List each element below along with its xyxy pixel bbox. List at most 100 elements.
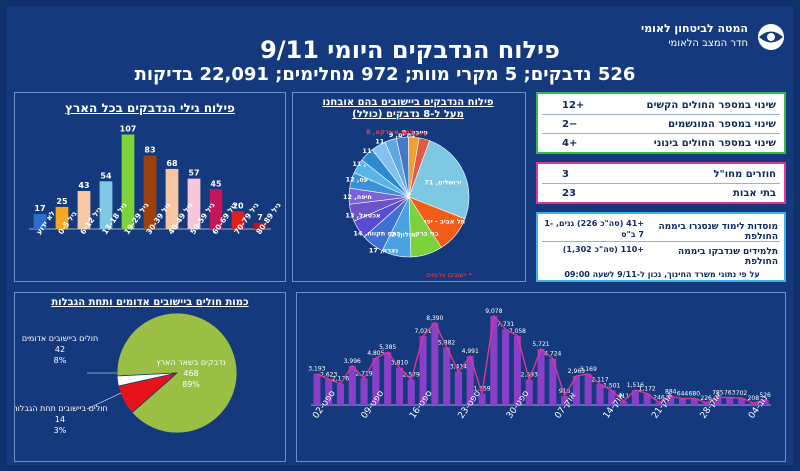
daily-bar-value: 5,385: [379, 344, 396, 351]
age-bar-value: 17: [34, 204, 45, 213]
daily-trend-line: [316, 314, 766, 404]
daily-bar-value: 2,579: [403, 372, 420, 379]
red-towns-slice: [116, 372, 178, 387]
schools-value: +41 (סה"כ 226) גנים, 1-7 ב"ס: [544, 219, 644, 239]
age-bar: [77, 191, 91, 229]
daily-bar: [608, 390, 616, 405]
daily-bar: [667, 396, 675, 405]
city-slice-label: בני ברק, 24: [401, 230, 439, 238]
daily-bar-value: 208: [748, 395, 760, 402]
returnees-row: חוזרים מחו"ל 3: [538, 164, 784, 184]
red-towns-restricted-label: 14: [55, 415, 65, 424]
city-slice-label: ג'סר א-זרקא, 8: [366, 128, 414, 136]
daily-bar: [679, 398, 687, 405]
students-label: תלמידים שנדבקו ביממה החולפת: [678, 247, 778, 267]
city-slice-label: ריינה, 8: [402, 130, 427, 138]
daily-bar-value: 763: [724, 390, 736, 397]
daily-bar-value: 785: [712, 389, 724, 396]
age-bar: [143, 155, 157, 229]
red-towns-main-label: 468: [183, 369, 198, 378]
brand: המטה לביטחון לאומי חדר המצב הלאומי: [638, 22, 788, 62]
red-towns-main-label: נדבקים בשאר הארץ: [156, 358, 226, 367]
daily-bar-value: 644: [677, 391, 689, 398]
city-slice-label: בת ים, 9: [389, 131, 415, 139]
city-slice-label: חולון, 22: [387, 230, 416, 238]
age-bar-value: 43: [78, 181, 89, 190]
daily-bar: [336, 383, 345, 405]
age-bar-value: 107: [120, 124, 137, 133]
daily-bar-value: 4,724: [544, 351, 561, 358]
daily-bar: [384, 352, 392, 405]
severe-row: שינוי במספר החולים הקשים +12: [538, 95, 784, 115]
city-slice: [408, 137, 430, 198]
daily-bar: [761, 399, 769, 405]
age-bar-value: 54: [100, 171, 112, 180]
moderate-value: +4: [562, 137, 578, 149]
daily-bar-value: 1,501: [603, 382, 620, 389]
daily-bar: [525, 379, 533, 405]
age-bar: [209, 189, 223, 229]
city-slice-label: פתח תקווה, 14: [353, 230, 400, 238]
daily-bar-value: 2,623: [320, 371, 337, 378]
hospital-stats-box: שינוי במספר החולים הקשים +12 שינוי במספר…: [536, 92, 786, 154]
daily-bar-value: 2,176: [332, 376, 349, 383]
moderate-row: שינוי במספר החולים בינוני +4: [538, 133, 784, 153]
daily-bar-value: 7,731: [497, 321, 514, 328]
city-slice-label: ירושלים, 71: [424, 179, 461, 187]
daily-bar: [325, 379, 333, 405]
red-towns-main-label: 89%: [182, 380, 200, 389]
red-towns-red-label: 42: [55, 345, 65, 354]
age-chart-panel: פילוח גילי הנדבקים בכל הארץ 7 גיל 80-89 20…: [14, 92, 286, 282]
severe-label: שינוי במספר החולים הקשים: [646, 99, 776, 111]
daily-bar-value: 411: [618, 393, 630, 400]
daily-bar-value: 5,721: [532, 341, 549, 348]
returnees-value: 3: [562, 168, 569, 180]
daily-bar: [419, 336, 427, 405]
ventilated-value: −2: [562, 118, 578, 130]
age-bar-value: 25: [56, 197, 68, 206]
brand-name: המטה לביטחון לאומי: [640, 22, 748, 35]
eye-logo-icon: [758, 24, 784, 50]
red-towns-restricted-label: חולים ביישובים תחת הגבלות: [15, 404, 108, 413]
daily-bar-value: 3,169: [580, 366, 597, 373]
city-slice-label: נצרת, 17: [369, 246, 398, 254]
age-bar: [231, 211, 245, 229]
daily-bar: [690, 398, 698, 405]
daily-bar-value: 526: [759, 392, 771, 399]
red-towns-note: * יישובים אדומים: [426, 271, 473, 279]
age-bar-value: 20: [232, 201, 244, 210]
returnees-stats-box: חוזרים מחו"ל 3 בתי אבות 23: [536, 162, 786, 204]
city-slice-label: חיפה, 12: [343, 193, 372, 201]
daily-bar-value: 3,810: [391, 360, 408, 367]
red-towns-leader-line: [86, 392, 122, 410]
daily-bar: [348, 365, 356, 405]
city-slice-label: אכסאל, 13: [345, 211, 381, 219]
age-bar-value: 7: [257, 213, 263, 222]
page-subtitle: 526 נדבקים; 5 מקרי מוות; 972 מחלימים; 22…: [134, 64, 636, 85]
page-title: פילוח הנדבקים היומי 9/11: [260, 36, 560, 64]
daily-bar-value: 3,996: [344, 358, 361, 365]
daily-bar: [513, 335, 521, 405]
daily-bar: [478, 393, 486, 405]
red-towns-restricted-label: 3%: [54, 426, 67, 435]
daily-bar: [737, 398, 746, 405]
age-bar: [99, 181, 113, 229]
daily-bar-value: 2,593: [521, 372, 538, 379]
daily-bar-value: 7,021: [414, 328, 431, 335]
daily-bar: [395, 367, 403, 405]
moderate-label: שינוי במספר החולים בינוני: [653, 137, 776, 149]
daily-bar-value: 246: [653, 395, 665, 402]
daily-bar-value: 9,078: [485, 308, 502, 315]
age-bar: [121, 134, 135, 229]
daily-bar: [313, 373, 321, 405]
elderly-value: 23: [562, 187, 576, 199]
daily-chart-panel: 3,193 2,623 2,176 3,996 2,719 4,805 5,385 3,810…: [296, 292, 786, 462]
red-towns-panel: כמות חולים ביישובים אדומים ותחת הגבלות נ…: [14, 292, 286, 462]
city-slice-label: שפרעם, 12: [346, 176, 382, 184]
daily-bar: [584, 373, 592, 405]
daily-bar-value: 4,805: [367, 350, 384, 357]
daily-bar-value: 226: [700, 395, 712, 402]
